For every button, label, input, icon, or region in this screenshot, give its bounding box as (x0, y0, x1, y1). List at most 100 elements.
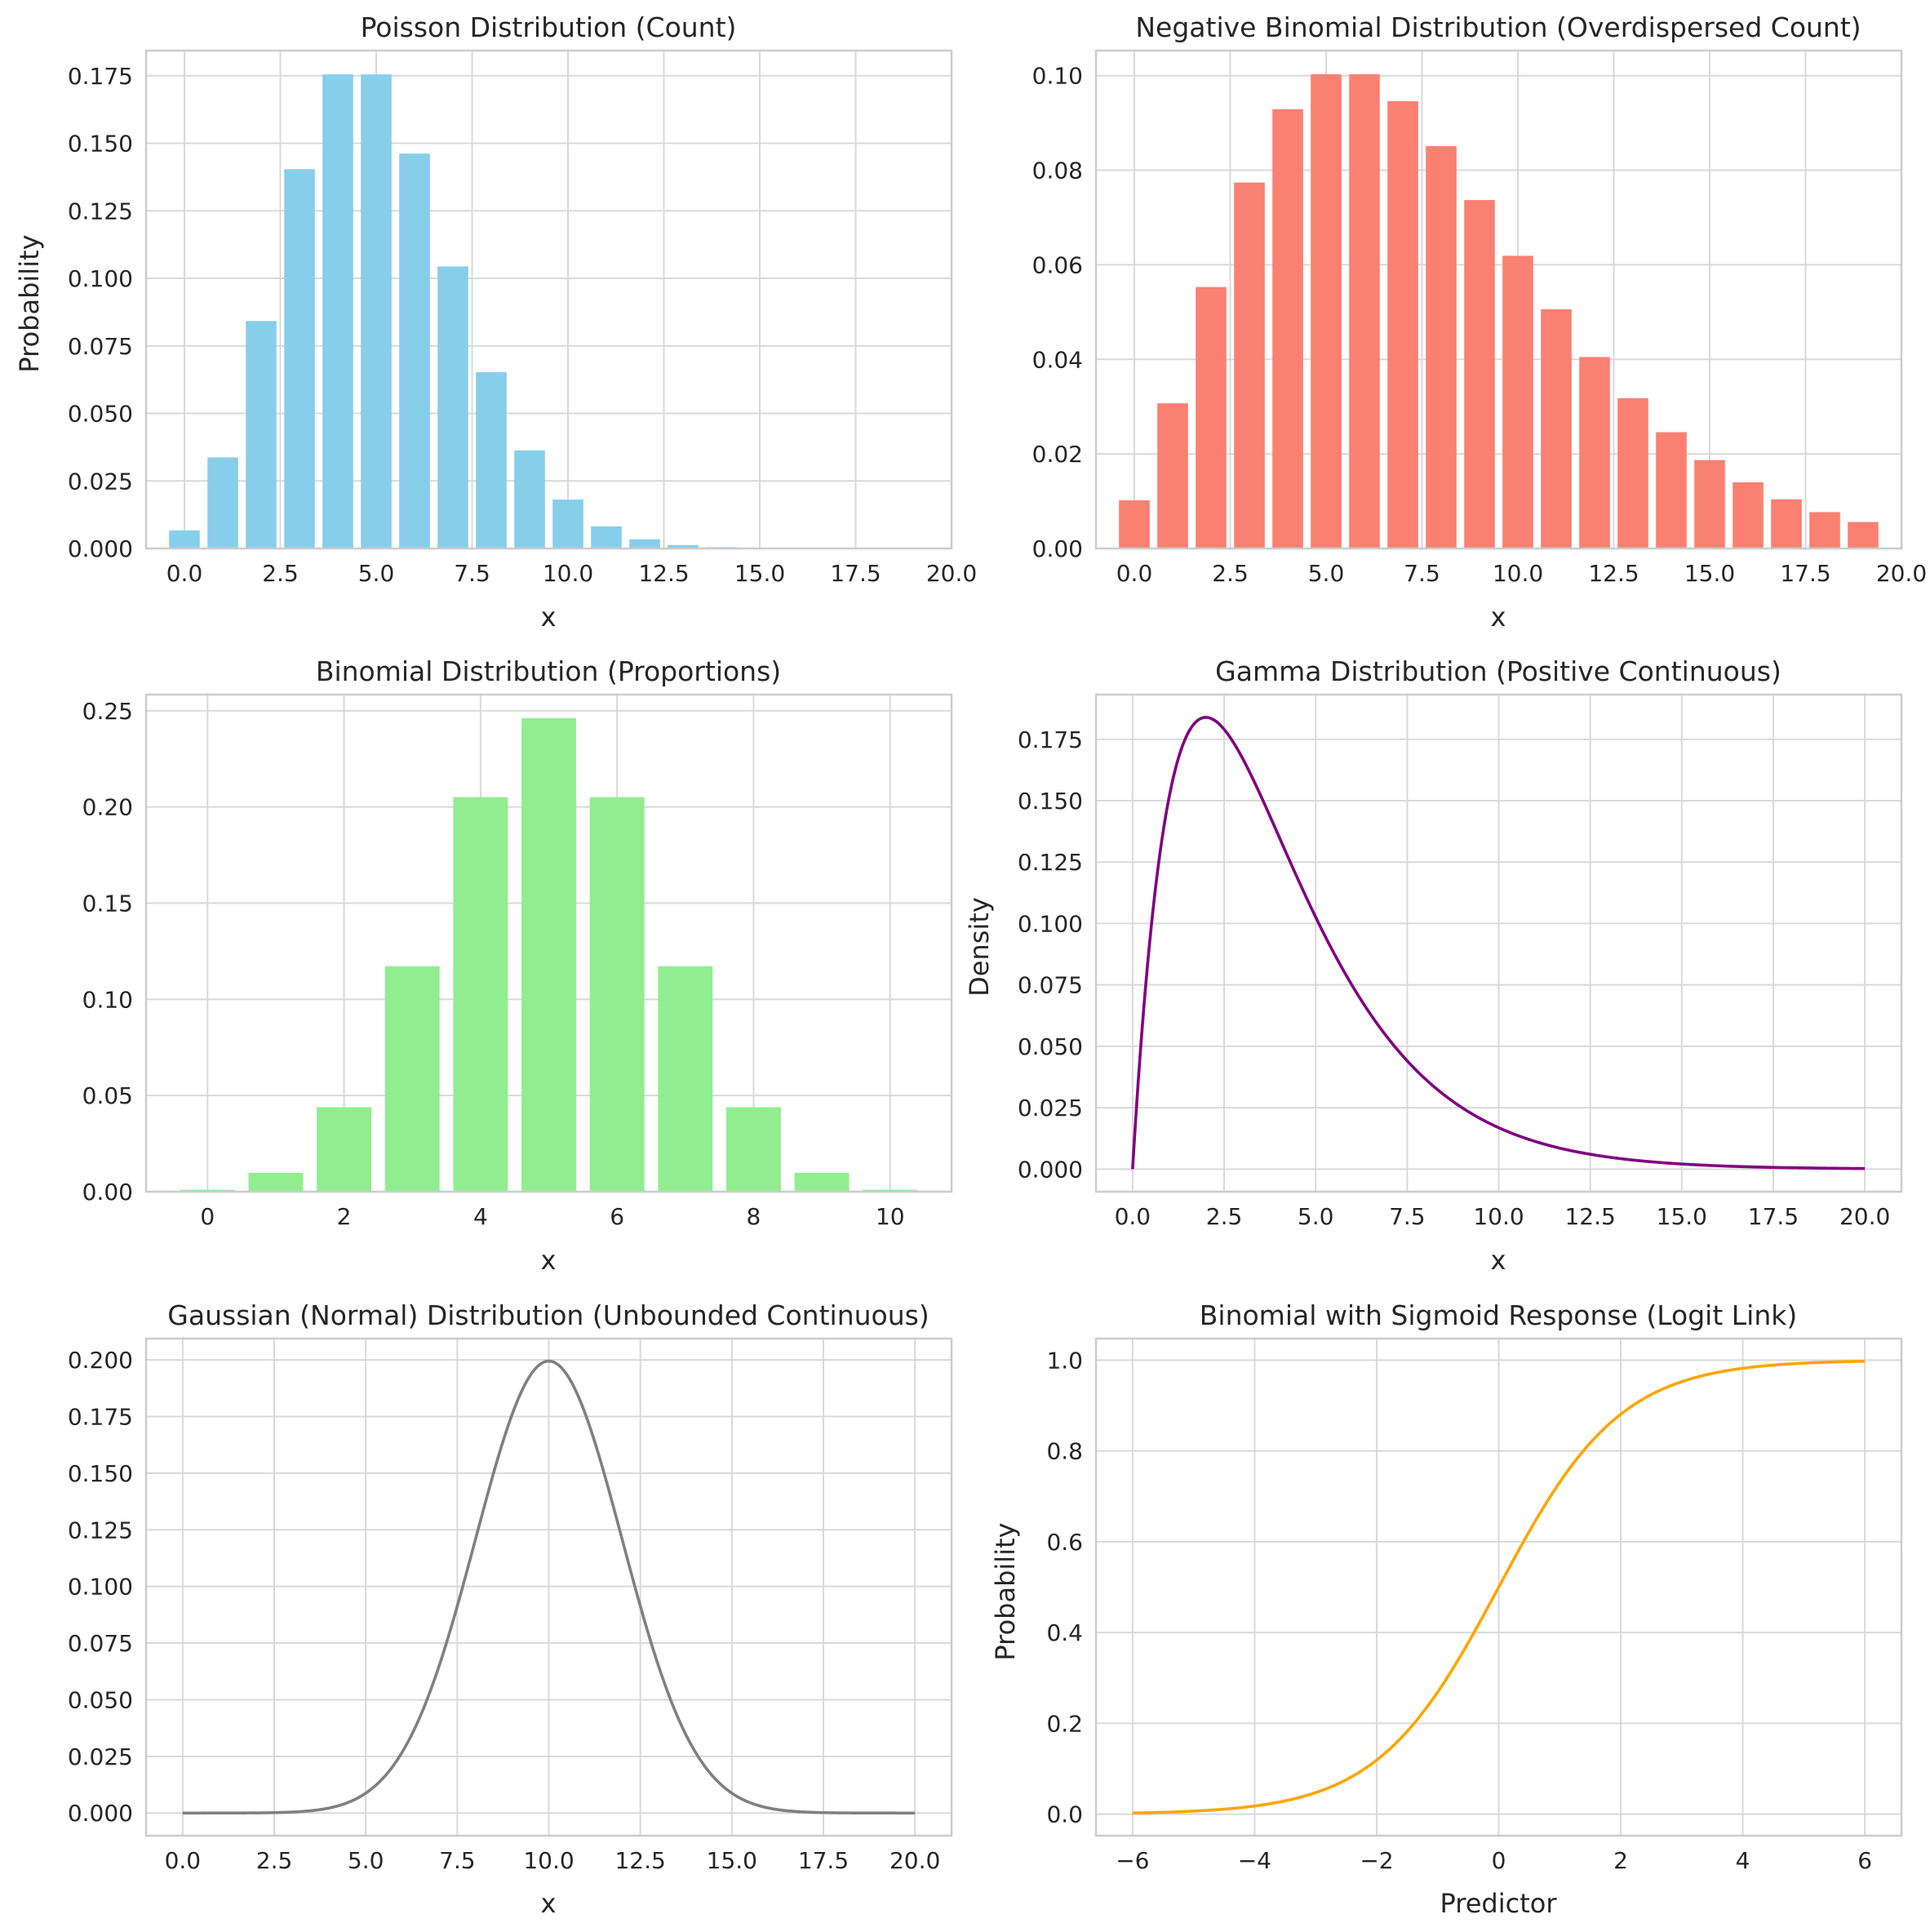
x-tick-label: 15.0 (734, 560, 785, 587)
y-tick-label: 0.02 (1032, 441, 1083, 468)
bar (1502, 255, 1533, 549)
x-axis-label: x (541, 602, 557, 633)
tick-labels: 0.0 2.5 5.0 7.5 10.0 12.5 15.0 17.5 20.0 0.000 0.0… (68, 63, 977, 587)
bar (1733, 482, 1764, 549)
y-tick-label: 0.000 (1018, 1156, 1083, 1183)
x-tick-label: 10 (876, 1203, 905, 1230)
x-tick-label: 12.5 (614, 1847, 665, 1874)
x-tick-label: 15.0 (1657, 1203, 1707, 1230)
x-tick-label: 7.5 (439, 1847, 476, 1874)
bar (1157, 403, 1188, 549)
bar (1617, 398, 1648, 549)
y-tick-label: 0.20 (82, 794, 133, 821)
bar (1848, 522, 1879, 549)
y-tick-label: 0.6 (1046, 1529, 1083, 1556)
y-tick-label: 0.08 (1032, 158, 1083, 184)
bar (1464, 200, 1495, 549)
y-tick-label: 0.00 (82, 1179, 133, 1206)
y-tick-label: 0.06 (1032, 251, 1083, 278)
y-tick-label: 0.050 (68, 1686, 133, 1713)
bar (384, 966, 440, 1192)
bars (1119, 73, 1879, 549)
x-tick-label: 2.5 (262, 560, 299, 587)
x-tick-label: 2.5 (1206, 1203, 1243, 1230)
bar (1694, 460, 1725, 549)
chart-title: Binomial Distribution (Proportions) (316, 655, 781, 687)
bar (207, 457, 238, 549)
bar (1234, 182, 1265, 549)
bars (169, 74, 775, 549)
bar (246, 321, 277, 549)
x-tick-label: 5.0 (1308, 560, 1345, 587)
grid (146, 1339, 952, 1836)
y-tick-label: 0.10 (82, 986, 133, 1013)
y-tick-label: 0.00 (1032, 535, 1083, 562)
y-tick-label: 0.200 (68, 1347, 133, 1374)
y-tick-label: 0.025 (1018, 1095, 1083, 1121)
gamma-chart: Gamma Distribution (Positive Continuous)… (964, 655, 1903, 1276)
y-axis-label: Probability (990, 1522, 1021, 1660)
x-tick-label: 6 (610, 1203, 624, 1230)
x-tick-label: 15.0 (707, 1847, 757, 1874)
plot-frame (1094, 693, 1903, 1193)
x-tick-label: 20.0 (890, 1847, 940, 1874)
bar (284, 169, 315, 549)
tick-labels: 0.0 2.5 5.0 7.5 10.0 12.5 15.0 17.5 20.0 0.000 0.0… (1018, 726, 1890, 1230)
x-tick-label: 20.0 (1839, 1203, 1890, 1230)
x-tick-label: 7.5 (1389, 1203, 1426, 1230)
plot-frame (1094, 1337, 1903, 1837)
bar (1119, 500, 1150, 549)
x-tick-label: 17.5 (830, 560, 881, 587)
x-tick-label: 2 (1613, 1847, 1628, 1874)
sigmoid-chart: Binomial with Sigmoid Response (Logit Li… (990, 1299, 1903, 1919)
x-tick-label: 2 (337, 1203, 352, 1230)
y-tick-label: 0.05 (82, 1082, 133, 1109)
x-tick-label: 5.0 (348, 1847, 384, 1874)
y-tick-label: 0.150 (1018, 788, 1083, 815)
y-tick-label: 0.175 (68, 63, 133, 90)
x-tick-label: 6 (1857, 1847, 1872, 1874)
y-tick-label: 0.075 (68, 1630, 133, 1657)
bar (399, 153, 430, 549)
chart-title: Negative Binomial Distribution (Overdisp… (1135, 11, 1861, 43)
x-tick-label: 2.5 (1212, 560, 1249, 587)
chart-title: Binomial with Sigmoid Response (Logit Li… (1200, 1299, 1797, 1331)
x-tick-label: 12.5 (1564, 1203, 1615, 1230)
bar (1272, 109, 1303, 549)
bar (453, 797, 508, 1192)
y-tick-label: 0.075 (68, 333, 133, 360)
bar (1579, 357, 1610, 549)
bar (1771, 499, 1802, 549)
x-tick-label: 10.0 (543, 560, 593, 587)
y-tick-label: 0.2 (1046, 1710, 1083, 1737)
y-tick-label: 0.125 (68, 1517, 133, 1543)
bar (437, 266, 468, 549)
x-tick-label: −4 (1238, 1847, 1271, 1874)
y-tick-label: 0.075 (1018, 972, 1083, 999)
x-tick-label: 20.0 (1876, 560, 1927, 587)
x-tick-label: 4 (473, 1203, 488, 1230)
bar (725, 1107, 781, 1192)
x-tick-label: 0.0 (1115, 1203, 1151, 1230)
plot-frame (1094, 49, 1903, 550)
y-axis-label: Probability (14, 234, 45, 372)
x-tick-label: 15.0 (1684, 560, 1735, 587)
grid (1096, 695, 1901, 1192)
bar (514, 450, 545, 549)
bar (1349, 73, 1380, 549)
chart-title: Poisson Distribution (Count) (361, 11, 737, 43)
bar (361, 74, 392, 549)
x-tick-label: 17.5 (1748, 1203, 1799, 1230)
bar (589, 797, 645, 1192)
y-tick-label: 0.100 (1018, 910, 1083, 937)
bar (521, 717, 576, 1192)
y-tick-label: 0.15 (82, 890, 133, 917)
bar (668, 544, 699, 549)
y-tick-label: 0.000 (68, 535, 133, 562)
y-tick-label: 0.025 (68, 1743, 133, 1770)
y-tick-label: 0.0 (1046, 1801, 1083, 1828)
y-tick-label: 0.100 (68, 265, 133, 292)
series-line (1131, 716, 1866, 1170)
x-tick-label: 4 (1736, 1847, 1750, 1874)
bar (1426, 146, 1457, 549)
